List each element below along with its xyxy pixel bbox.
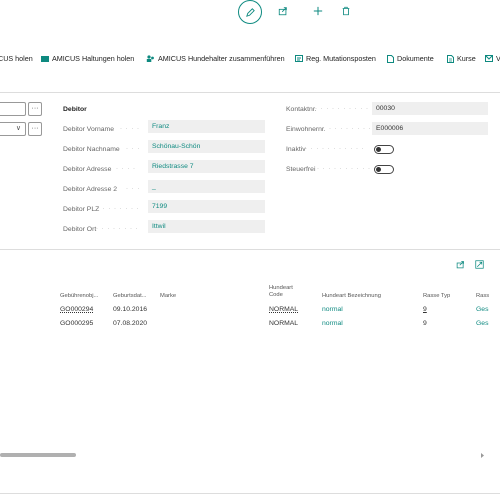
kontaktnr-field[interactable]: 00030 [372, 102, 488, 115]
section-divider [0, 249, 500, 250]
ribbon-label: Reg. Mutationsposten [306, 54, 376, 63]
debitor-label: Debitor [63, 106, 87, 113]
cell-hundeart-bezeichnung[interactable]: normal [322, 306, 343, 313]
label-leader: · · · · [116, 166, 136, 172]
debitor-nachname-label: Debitor Nachname [63, 146, 120, 153]
debitor-nachname-field[interactable]: Schönau-Schön [148, 140, 265, 153]
label-leader: · · · · · · · · · · [315, 106, 369, 112]
ribbon-divider [0, 92, 500, 93]
col-header-geburtsdatum[interactable]: Geburtsdat... [113, 293, 147, 299]
horizontal-scrollbar[interactable] [0, 453, 500, 458]
ribbon-more[interactable]: V [485, 54, 500, 63]
ribbon-label: Kurse [457, 54, 476, 63]
col-header-hundeart-code[interactable]: Hundeart Code [269, 285, 293, 298]
cell-gebuehrenobjekt[interactable]: GO000294 [60, 306, 94, 313]
label-leader: · · · · · · · · [96, 226, 139, 232]
debitor-adresse2-label: Debitor Adresse 2 [63, 186, 118, 193]
number-input[interactable] [0, 102, 26, 116]
ribbon-label: AMICUS Haltungen holen [52, 54, 135, 63]
ribbon-label: AMICUS Hundehalter zusammenführen [158, 54, 285, 63]
cell-rasse[interactable]: Ges [476, 306, 489, 313]
share-icon [278, 7, 287, 16]
mail-icon [485, 55, 493, 62]
col-header-rasse-typ[interactable]: Rasse Typ [423, 293, 451, 299]
merge-icon [146, 55, 154, 62]
type-select[interactable]: ∨ [0, 122, 26, 136]
cell-gebuehrenobjekt[interactable]: GO000295 [60, 320, 94, 327]
einwohnernr-label: Einwohnernr. [286, 126, 326, 133]
document-icon [387, 54, 394, 63]
register-icon [295, 55, 303, 62]
label-leader: · · · · · · · · [97, 206, 140, 212]
ribbon-label: Dokumente [397, 54, 434, 63]
cell-hundeart-code: NORMAL [269, 306, 299, 313]
kontaktnr-label: Kontaktnr. [286, 106, 317, 113]
bottom-divider [0, 493, 500, 494]
trash-icon [342, 6, 350, 16]
ribbon-reg-mutationsposten[interactable]: Reg. Mutationsposten [295, 54, 376, 63]
select-more-button[interactable]: ··· [28, 122, 42, 136]
cell-hundeart-bezeichnung[interactable]: normal [322, 320, 343, 327]
ribbon-amicus-hundehalter-zusammenfuehren[interactable]: AMICUS Hundehalter zusammenführen [146, 54, 285, 63]
cell-rasse-typ: 9 [423, 306, 427, 313]
debitor-vorname-field[interactable]: Franz [148, 120, 265, 133]
label-leader: · · · · [120, 126, 140, 132]
col-header-rasse[interactable]: Rass [476, 293, 490, 299]
label-leader: · · · · · · · · · · · [305, 146, 365, 152]
expand-icon[interactable] [475, 260, 484, 269]
debitor-adresse2-field[interactable]: _ [148, 180, 265, 193]
label-leader: · · · [126, 186, 141, 192]
delete-button[interactable] [335, 0, 357, 22]
plus-icon [313, 6, 323, 16]
cell-hundeart-code: NORMAL [269, 320, 299, 327]
edit-button[interactable] [238, 0, 262, 24]
debitor-ort-field[interactable]: Ittwil [148, 220, 265, 233]
cell-geburtsdatum: 07.08.2020 [113, 320, 148, 327]
debitor-adresse-label: Debitor Adresse [63, 166, 112, 173]
steuerfrei-toggle[interactable] [374, 165, 394, 174]
share-icon[interactable] [456, 260, 465, 269]
col-header-marke[interactable]: Marke [160, 293, 177, 299]
ribbon-amicus-holen[interactable]: CUS holen [0, 54, 33, 63]
debitor-adresse-field[interactable]: Riedstrasse 7 [148, 160, 265, 173]
cell-rasse-typ: 9 [423, 320, 427, 327]
ribbon-dokumente[interactable]: Dokumente [387, 54, 434, 63]
col-header-hundeart-bezeichnung[interactable]: Hundeart Bezeichnung [322, 293, 381, 299]
debitor-ort-label: Debitor Ort [63, 226, 97, 233]
inaktiv-label: Inaktiv [286, 146, 306, 153]
scroll-right-icon[interactable] [480, 453, 485, 458]
lookup-more-button[interactable]: ··· [28, 102, 42, 116]
einwohnernr-field[interactable]: E000006 [372, 122, 488, 135]
ribbon-kurse[interactable]: Kurse [447, 54, 476, 63]
cell-rasse[interactable]: Ges [476, 320, 489, 327]
debitor-vorname-label: Debitor Vorname [63, 126, 115, 133]
label-leader: · · · [126, 146, 141, 152]
label-leader: · · · · · · · · · · [317, 166, 371, 172]
steuerfrei-label: Steuerfrei [286, 166, 316, 173]
ribbon-amicus-haltungen-holen[interactable]: AMICUS Haltungen holen [41, 54, 134, 63]
action-ribbon: CUS holen AMICUS Haltungen holen AMICUS … [0, 46, 500, 70]
ribbon-label: CUS holen [0, 54, 33, 63]
course-icon [447, 54, 454, 63]
share-button[interactable] [272, 0, 294, 22]
pencil-icon [245, 7, 255, 17]
col-header-gebuehrenobjekt[interactable]: Gebührenobj... [60, 293, 99, 299]
ribbon-label: V [496, 54, 500, 63]
inaktiv-toggle[interactable] [374, 145, 394, 154]
get-icon [41, 56, 49, 62]
label-leader: · · · · · · · · [329, 126, 372, 132]
chevron-down-icon: ∨ [15, 125, 21, 132]
new-button[interactable] [307, 0, 329, 22]
debitor-plz-field[interactable]: 7199 [148, 200, 265, 213]
debitor-plz-label: Debitor PLZ [63, 206, 100, 213]
scrollbar-thumb[interactable] [0, 453, 76, 457]
cell-geburtsdatum: 09.10.2016 [113, 306, 148, 313]
